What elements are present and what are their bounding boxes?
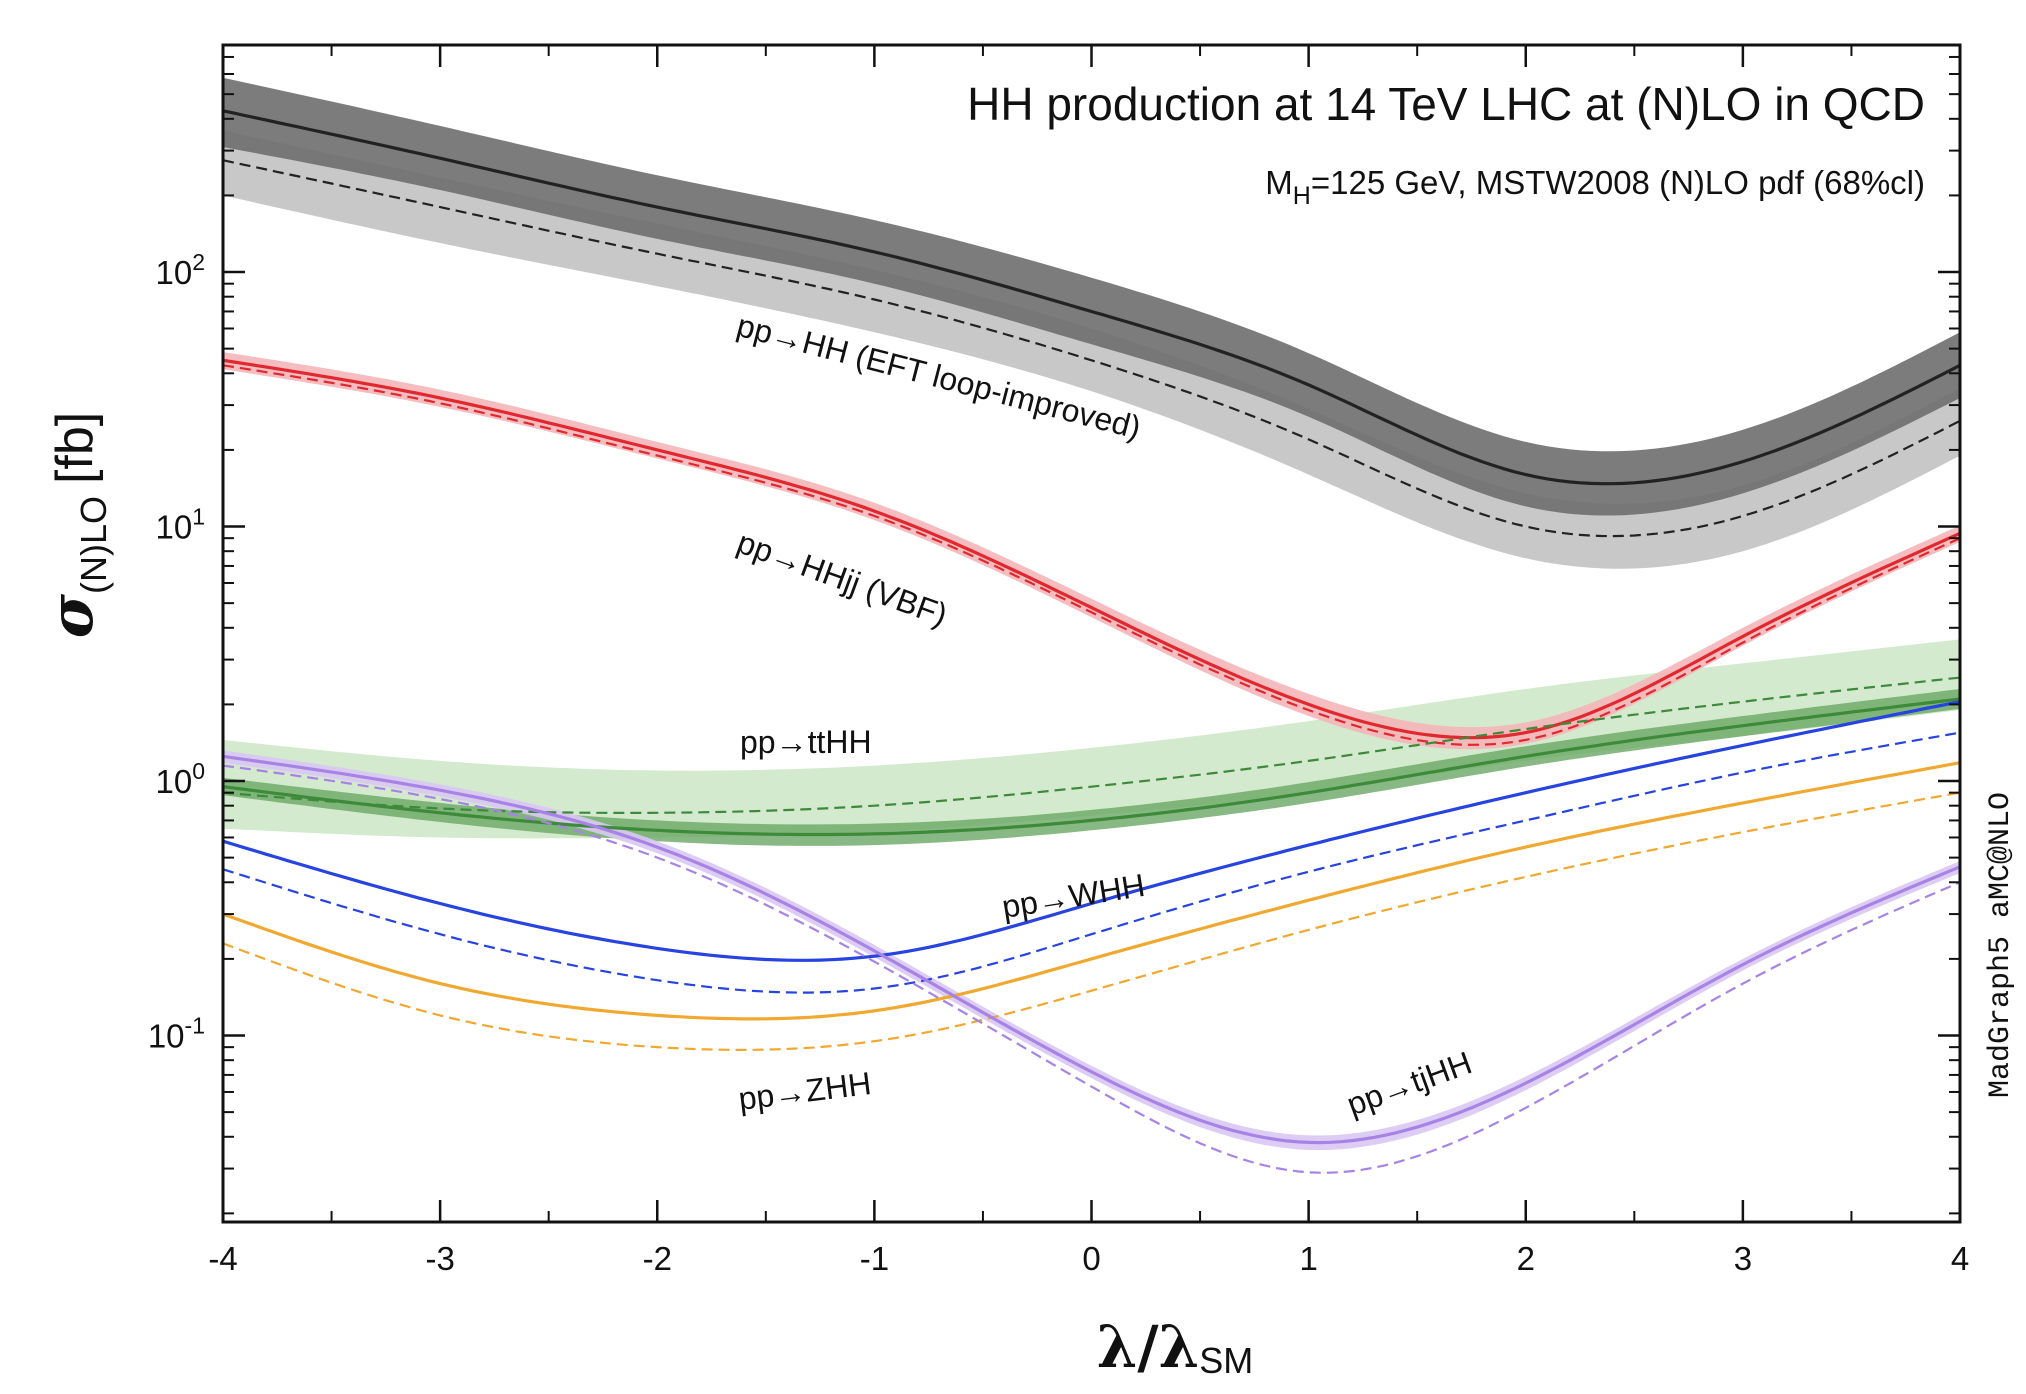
label-hhjj: pp→HHjj (VBF) (733, 524, 952, 633)
x-tick-label: 4 (1951, 1240, 1969, 1277)
y-tick-label: 101 (155, 504, 205, 546)
plot-frame (221, 43, 1962, 1224)
series-5-nlo-band (223, 750, 1960, 1151)
series-5-nlo-line (222, 754, 1961, 1145)
series-2-nlo-line (222, 697, 1961, 837)
series-3-nlo-line (222, 700, 1961, 962)
tick-labels: -4 -3 -2 -1 0 1 2 3 4 10-1 100 101 102 (148, 249, 1969, 1277)
x-tick-label: -4 (208, 1240, 237, 1277)
x-tick-label: -1 (860, 1240, 889, 1277)
chart-title: HH production at 14 TeV LHC at (N)LO in … (967, 78, 1925, 130)
x-tick-label: 1 (1299, 1240, 1317, 1277)
y-axis-label: σ(N)LO[fb] (37, 412, 114, 639)
series-0-nlo-line (222, 109, 1961, 486)
series-2-lo-band (223, 639, 1960, 839)
series-0-nlo-band (223, 77, 1960, 516)
chart-subtitle: MH=125 GeV, MSTW2008 (N)LO pdf (68%cl) (1265, 164, 1925, 210)
y-tick-label: 10-1 (148, 1013, 205, 1055)
label-zhh: pp→ZHH (736, 1065, 873, 1117)
x-tick-label: 2 (1517, 1240, 1535, 1277)
x-tick-label: -2 (643, 1240, 672, 1277)
series-0-lo-line (222, 159, 1961, 538)
y-tick-label: 100 (155, 758, 205, 800)
series-4-nlo-line (222, 761, 1961, 1021)
x-axis-label: λ/λSM (1097, 1313, 1254, 1381)
series-lines (222, 109, 1961, 1174)
series-5-lo-line (222, 764, 1961, 1174)
series-1-lo-line (222, 364, 1961, 746)
series-2-nlo-band (223, 689, 1960, 846)
series-2-lo-line (222, 676, 1961, 814)
svg-text:σ(N)LO[fb]: σ(N)LO[fb] (37, 412, 114, 639)
watermark: MadGraph5 aMC@NLO (1984, 792, 2018, 1098)
label-whh: pp→WHH (999, 867, 1147, 925)
series-4-lo-line (222, 791, 1961, 1051)
label-tthh: pp→ttHH (740, 724, 872, 760)
x-tick-label: -3 (425, 1240, 454, 1277)
series-1-nlo-line (222, 358, 1961, 740)
series-0-lo-band (223, 130, 1960, 569)
y-tick-label: 102 (155, 249, 205, 291)
x-tick-label: 3 (1734, 1240, 1752, 1277)
series-3-lo-line (222, 731, 1961, 994)
x-tick-label: 0 (1082, 1240, 1100, 1277)
